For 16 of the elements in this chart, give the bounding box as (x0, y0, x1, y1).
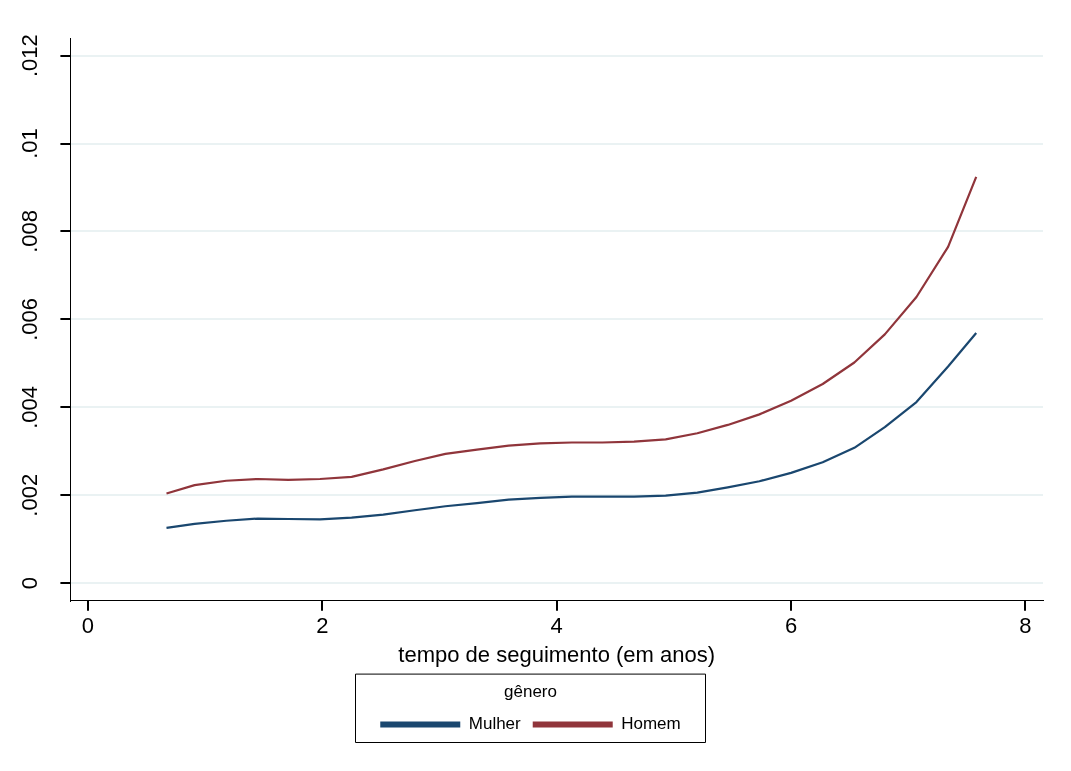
y-tick-label: .006 (17, 297, 43, 341)
legend-label: Mulher (468, 714, 522, 734)
y-tick-label: .012 (17, 34, 43, 77)
y-tick-label: .01 (17, 128, 43, 159)
y-tick-label: .004 (17, 385, 43, 429)
legend-label: Homem (621, 714, 681, 734)
x-tick-label: 2 (316, 613, 329, 639)
legend-title: gênero (504, 681, 557, 701)
x-tick-label: 4 (550, 613, 563, 639)
y-tick-label: .002 (17, 473, 43, 517)
x-axis-title: tempo de seguimento (em anos) (398, 642, 716, 668)
y-tick-label: .008 (17, 210, 43, 253)
x-tick-label: 6 (784, 613, 798, 639)
x-tick-label: 0 (81, 613, 95, 639)
y-tick-label: 0 (17, 577, 43, 590)
x-tick-label: 8 (1019, 613, 1032, 639)
